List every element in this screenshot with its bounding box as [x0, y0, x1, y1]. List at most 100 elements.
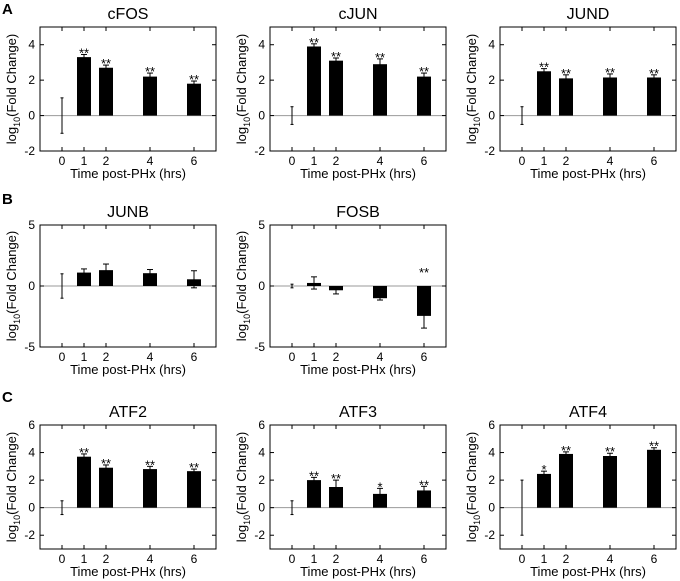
y-tick-label: 4: [488, 38, 495, 52]
y-tick-label: -2: [24, 528, 35, 542]
significance-marker: **: [145, 64, 155, 79]
bar: [559, 453, 573, 508]
y-axis-label-subscript: 10: [242, 515, 252, 525]
chart-title: JUND: [567, 6, 610, 23]
y-axis-label-subscript: 10: [472, 515, 482, 525]
significance-marker: **: [189, 460, 199, 475]
y-tick-label: 4: [258, 446, 265, 460]
bar: [77, 456, 91, 508]
bar: [373, 64, 387, 116]
plot-frame: [499, 26, 677, 152]
y-tick-label: 2: [488, 73, 495, 87]
significance-marker: **: [649, 439, 659, 454]
y-axis-label-main: log: [234, 127, 249, 144]
y-tick-label: -5: [24, 340, 35, 354]
x-tick-label: 6: [421, 552, 428, 566]
x-tick-label: 0: [519, 154, 526, 168]
x-tick-label: 2: [103, 552, 110, 566]
y-axis-label-main: log: [234, 525, 249, 542]
significance-marker: **: [539, 60, 549, 75]
bar: [307, 480, 321, 508]
significance-marker: **: [309, 468, 319, 483]
y-axis-label-subscript: 10: [12, 314, 22, 324]
bar: [99, 67, 113, 116]
significance-marker: **: [79, 45, 89, 60]
x-tick-label: 2: [333, 350, 340, 364]
x-tick-label: 2: [563, 154, 570, 168]
x-tick-label: 1: [311, 154, 318, 168]
chart-atf3: ATF3 -2 0 2 4 6 0 1 2 4 6 Time post-PHx (hrs) log10(…: [234, 404, 447, 579]
chart-title: ATF4: [569, 404, 607, 421]
chart-title: ATF3: [339, 404, 377, 421]
x-axis-label: Time post-PHx (hrs): [70, 564, 186, 579]
x-tick-label: 4: [147, 552, 154, 566]
panel-letter-b: B: [2, 191, 13, 208]
chart-cfos: cFOS -2 0 2 4 0 1 2 4 6 Time post-PHx (hrs) log10(F…: [4, 6, 217, 181]
bar: [373, 493, 387, 508]
significance-marker: **: [605, 65, 615, 80]
bar: [329, 487, 343, 508]
significance-marker: **: [79, 445, 89, 460]
significance-marker: *: [541, 462, 546, 477]
y-tick-label: -2: [254, 144, 265, 158]
bar: [559, 78, 573, 116]
x-tick-label: 4: [607, 552, 614, 566]
chart-junb: JUNB -5 0 5 0 1 2 4 6 Time post-PHx (hrs) log10(Fo…: [4, 204, 217, 377]
x-tick-label: 0: [519, 552, 526, 566]
bar: [307, 46, 321, 116]
x-tick-label: 6: [191, 350, 198, 364]
y-axis-label-subscript: 10: [472, 117, 482, 127]
x-tick-label: 6: [651, 552, 658, 566]
x-axis-label: Time post-PHx (hrs): [70, 362, 186, 377]
x-tick-label: 0: [289, 154, 296, 168]
y-tick-label: -2: [254, 528, 265, 542]
bar: [187, 471, 201, 508]
bar: [77, 57, 91, 116]
x-axis-label: Time post-PHx (hrs): [530, 166, 646, 181]
chart-atf4: ATF4 -2 0 2 4 6 0 1 2 4 6 Time post-PHx (hrs) log10(…: [464, 404, 677, 579]
y-tick-label: 0: [258, 109, 265, 123]
x-tick-label: 6: [651, 154, 658, 168]
bar: [143, 469, 157, 508]
significance-marker: **: [605, 444, 615, 459]
significance-marker: *: [377, 479, 382, 494]
y-axis-label: log10(Fold Change): [4, 231, 22, 341]
y-tick-label: 0: [28, 109, 35, 123]
y-axis-label: log10(Fold Change): [4, 34, 22, 144]
x-tick-label: 1: [311, 552, 318, 566]
y-tick-label: -2: [484, 528, 495, 542]
x-tick-label: 1: [81, 350, 88, 364]
y-tick-label: 0: [488, 501, 495, 515]
plot-frame: [39, 424, 217, 550]
panel-letter-a: A: [2, 1, 13, 18]
x-tick-label: 6: [421, 350, 428, 364]
y-tick-label: 6: [258, 418, 265, 432]
bar: [417, 76, 431, 116]
y-axis-label-rest: (Fold Change): [464, 34, 479, 117]
x-axis-label: Time post-PHx (hrs): [530, 564, 646, 579]
y-tick-label: 0: [28, 501, 35, 515]
y-axis-label-main: log: [464, 525, 479, 542]
y-tick-label: 0: [258, 279, 265, 293]
significance-marker: **: [419, 64, 429, 79]
bar: [537, 71, 551, 116]
x-tick-label: 4: [147, 154, 154, 168]
x-axis-label: Time post-PHx (hrs): [300, 362, 416, 377]
significance-marker: **: [649, 66, 659, 81]
y-tick-label: 5: [258, 218, 265, 232]
y-tick-label: 2: [258, 473, 265, 487]
y-tick-label: 2: [28, 73, 35, 87]
bar: [537, 473, 551, 508]
y-tick-label: 0: [488, 109, 495, 123]
chart-title: JUNB: [107, 204, 149, 221]
y-tick-label: 2: [28, 473, 35, 487]
x-axis-label: Time post-PHx (hrs): [300, 564, 416, 579]
y-axis-label: log10(Fold Change): [234, 231, 252, 341]
chart-title: FOSB: [336, 204, 380, 221]
y-tick-label: 2: [488, 473, 495, 487]
y-tick-label: 0: [28, 279, 35, 293]
x-tick-label: 6: [191, 552, 198, 566]
x-tick-label: 6: [421, 154, 428, 168]
significance-marker: **: [101, 456, 111, 471]
y-tick-label: 4: [488, 446, 495, 460]
